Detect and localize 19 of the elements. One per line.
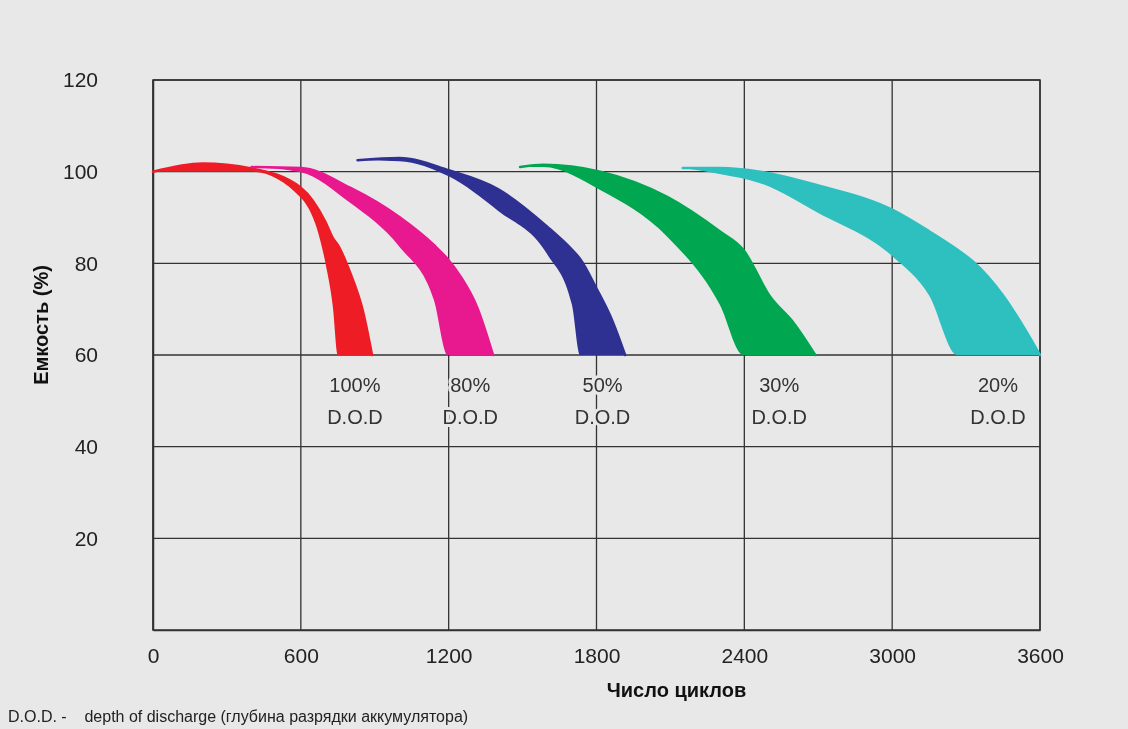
series-label: 100% D.O.D <box>327 374 383 428</box>
y-tick-label: 20 <box>74 526 98 550</box>
y-tick-label: 60 <box>74 343 98 367</box>
y-tick-label: 100 <box>62 159 98 183</box>
x-tick-label: 600 <box>283 643 319 667</box>
x-tick-label: 3000 <box>869 643 917 667</box>
x-tick-label: 1800 <box>573 643 621 667</box>
y-tick-label: 120 <box>62 68 98 92</box>
x-tick-label: 0 <box>147 643 160 667</box>
x-tick-label: 2400 <box>721 643 769 667</box>
x-tick-label: 3600 <box>1017 643 1064 667</box>
text: D.O.D. - depth of discharge (глубина разрядки аккумулятора) <box>8 708 469 725</box>
series-label: 20% D.O.D <box>970 374 1026 428</box>
x-tick-label: 1200 <box>425 643 473 667</box>
x-axis-title: Число циклов <box>606 679 747 701</box>
y-tick-label: 40 <box>74 434 98 458</box>
series-label: 30% D.O.D <box>751 374 807 428</box>
y-axis-title: Емкость (%) <box>30 265 52 385</box>
y-tick-label: 80 <box>74 251 98 275</box>
